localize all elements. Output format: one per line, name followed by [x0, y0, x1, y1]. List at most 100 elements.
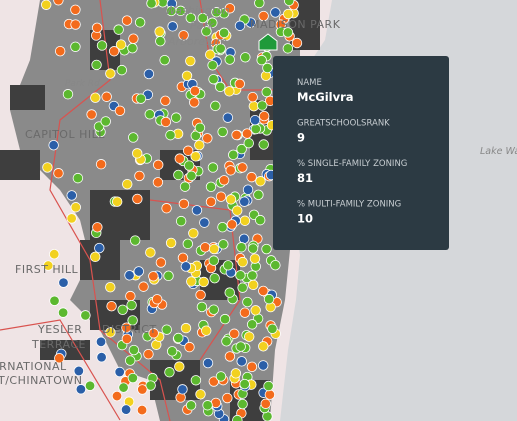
school-dot[interactable] — [199, 242, 211, 253]
school-dot[interactable] — [43, 260, 54, 271]
school-dot[interactable] — [133, 266, 144, 277]
school-dot[interactable] — [49, 295, 60, 306]
school-dot[interactable] — [115, 39, 127, 50]
school-dot[interactable] — [197, 12, 208, 24]
school-dot[interactable] — [254, 214, 266, 226]
school-dot[interactable] — [239, 378, 250, 390]
school-dot[interactable] — [258, 139, 269, 150]
school-dot[interactable] — [127, 315, 138, 326]
school-dot[interactable] — [215, 43, 226, 54]
school-dot[interactable] — [218, 175, 230, 186]
school-dot[interactable] — [217, 222, 228, 233]
school-dot[interactable] — [237, 162, 248, 173]
school-dot[interactable] — [155, 257, 167, 268]
school-dot[interactable] — [129, 235, 141, 246]
school-dot[interactable] — [188, 228, 199, 239]
school-dot[interactable] — [195, 289, 206, 301]
school-dot[interactable] — [247, 270, 258, 281]
school-dot[interactable] — [208, 304, 219, 315]
school-dot[interactable] — [239, 215, 251, 226]
school-dot[interactable] — [96, 40, 108, 51]
school-dot[interactable] — [108, 46, 120, 57]
school-dot[interactable] — [80, 310, 91, 321]
school-dot[interactable] — [105, 282, 116, 293]
school-dot[interactable] — [239, 307, 251, 318]
school-dot[interactable] — [121, 333, 133, 345]
school-dot[interactable] — [100, 116, 111, 127]
school-dot[interactable] — [185, 400, 197, 411]
school-dot[interactable] — [247, 91, 258, 103]
school-dot[interactable] — [207, 60, 218, 71]
school-dot[interactable] — [122, 178, 133, 190]
school-dot[interactable] — [121, 322, 132, 333]
school-dot[interactable] — [240, 52, 251, 63]
school-dot[interactable] — [177, 252, 189, 264]
school-dot[interactable] — [178, 198, 190, 210]
school-dot[interactable] — [211, 7, 222, 18]
school-dot[interactable] — [182, 145, 194, 156]
school-dot[interactable] — [239, 196, 250, 207]
school-dot[interactable] — [101, 91, 112, 102]
school-dot[interactable] — [42, 162, 53, 173]
school-dot[interactable] — [70, 4, 81, 15]
school-dot[interactable] — [95, 159, 107, 170]
school-dot[interactable] — [194, 139, 205, 151]
school-dot[interactable] — [58, 277, 69, 288]
school-dot[interactable] — [262, 62, 273, 74]
school-dot[interactable] — [202, 400, 213, 411]
school-dot[interactable] — [202, 133, 213, 144]
school-dot[interactable] — [118, 382, 129, 393]
school-dot[interactable] — [160, 116, 172, 128]
school-dot[interactable] — [258, 10, 269, 22]
school-dot[interactable] — [189, 97, 200, 108]
school-dot[interactable] — [48, 139, 59, 151]
school-dot[interactable] — [236, 143, 247, 155]
school-dot[interactable] — [125, 355, 136, 366]
school-dot[interactable] — [62, 89, 74, 100]
school-dot[interactable] — [134, 17, 146, 28]
school-dot[interactable] — [283, 8, 294, 20]
school-dot[interactable] — [165, 129, 176, 141]
school-dot[interactable] — [167, 21, 178, 32]
school-dot[interactable] — [226, 219, 238, 230]
school-dot[interactable] — [180, 322, 192, 334]
school-dot[interactable] — [224, 351, 236, 362]
school-dot[interactable] — [202, 357, 214, 369]
school-dot[interactable] — [105, 68, 116, 79]
school-dot[interactable] — [232, 205, 243, 216]
school-dot[interactable] — [217, 126, 228, 138]
school-dot[interactable] — [70, 19, 81, 30]
school-dot[interactable] — [228, 149, 239, 161]
school-dot[interactable] — [190, 375, 202, 386]
school-dot[interactable] — [105, 327, 116, 338]
school-dot[interactable] — [183, 160, 195, 171]
school-dot[interactable] — [185, 55, 196, 67]
school-dot[interactable] — [283, 0, 295, 6]
school-dot[interactable] — [209, 272, 220, 284]
school-dot[interactable] — [144, 109, 155, 120]
school-dot[interactable] — [215, 81, 226, 93]
school-dot[interactable] — [135, 93, 147, 104]
school-dot[interactable] — [190, 130, 201, 141]
school-dot[interactable] — [215, 371, 227, 382]
school-dot[interactable] — [166, 346, 178, 357]
school-dot[interactable] — [218, 239, 229, 250]
school-dot[interactable] — [53, 168, 64, 179]
school-dot[interactable] — [258, 110, 270, 122]
school-dot[interactable] — [164, 367, 175, 378]
school-dot[interactable] — [132, 193, 143, 205]
school-dot[interactable] — [218, 27, 230, 39]
school-dot[interactable] — [173, 169, 184, 181]
school-dot[interactable] — [208, 243, 220, 255]
school-dot[interactable] — [231, 129, 242, 141]
school-dot[interactable] — [178, 30, 189, 41]
school-dot[interactable] — [174, 153, 185, 164]
school-dot[interactable] — [184, 341, 195, 353]
school-dot[interactable] — [175, 215, 187, 227]
school-dot[interactable] — [236, 242, 247, 253]
school-dot[interactable] — [234, 20, 246, 31]
school-dot[interactable] — [247, 243, 259, 254]
school-dot[interactable] — [222, 112, 234, 123]
school-dot[interactable] — [70, 202, 81, 213]
school-dot[interactable] — [127, 372, 139, 384]
